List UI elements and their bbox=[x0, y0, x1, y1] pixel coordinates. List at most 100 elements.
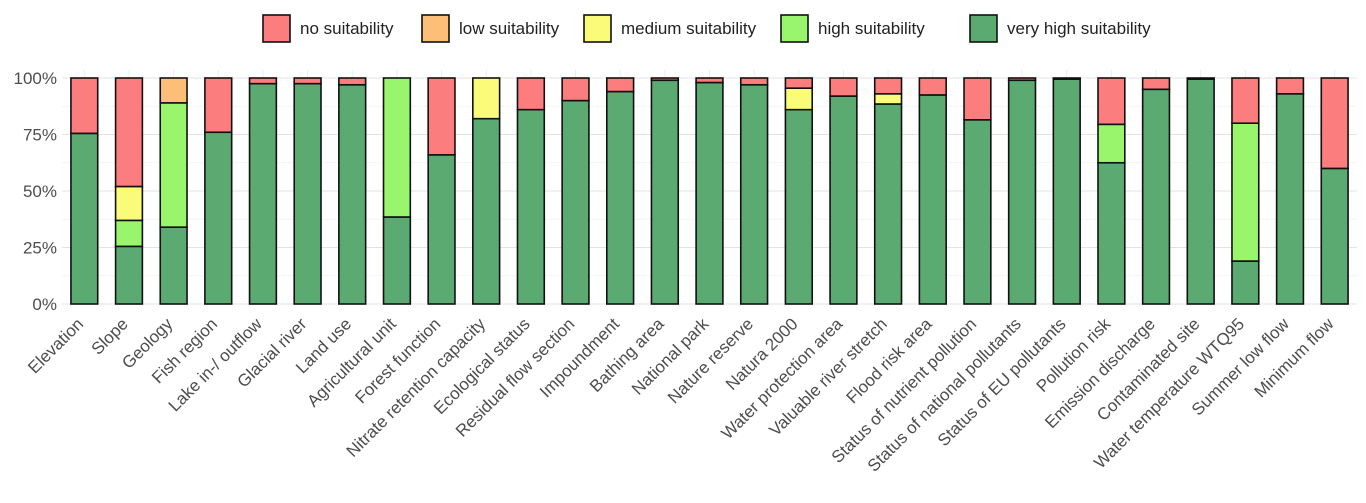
bar-segment-very-high-suitability bbox=[1231, 260, 1260, 305]
legend-item-very-high-suitability: very high suitability bbox=[969, 14, 1151, 43]
bar-segment-very-high-suitability bbox=[1097, 161, 1126, 305]
legend-label: no suitability bbox=[300, 19, 394, 38]
bar-segment-no-suitability bbox=[829, 77, 858, 97]
bar-segment-no-suitability bbox=[427, 77, 456, 156]
legend-label: medium suitability bbox=[621, 19, 757, 38]
bar-segment-no-suitability bbox=[1052, 77, 1081, 80]
bar-segment-no-suitability bbox=[1231, 77, 1260, 125]
bar-segment-very-high-suitability bbox=[293, 82, 322, 305]
bar-segment-no-suitability bbox=[1141, 77, 1171, 91]
bar-segment-medium-suitability bbox=[114, 185, 144, 222]
bar-summer-low-flow bbox=[1275, 77, 1305, 305]
y-tick-label: 75% bbox=[23, 126, 57, 145]
legend-label: very high suitability bbox=[1007, 19, 1151, 38]
bar-flood-risk-area bbox=[918, 77, 947, 305]
bar-segment-no-suitability bbox=[1007, 77, 1037, 82]
bar-agricultural-unit bbox=[382, 77, 412, 305]
bar-bathing-area bbox=[650, 77, 680, 305]
bar-water-temperature-wtq95 bbox=[1231, 77, 1260, 305]
bar-segment-very-high-suitability bbox=[382, 216, 412, 305]
bar-segment-high-suitability bbox=[114, 219, 144, 248]
bar-segment-very-high-suitability bbox=[784, 108, 814, 305]
bar-segment-no-suitability bbox=[605, 77, 635, 93]
bar-segment-medium-suitability bbox=[472, 77, 501, 120]
bar-nature-reserve bbox=[739, 77, 769, 305]
bar-emission-discharge bbox=[1141, 77, 1171, 305]
bar-segment-very-high-suitability bbox=[829, 95, 858, 305]
legend-label: low suitability bbox=[459, 19, 560, 38]
bar-segment-very-high-suitability bbox=[248, 82, 278, 305]
bar-segment-very-high-suitability bbox=[605, 90, 635, 305]
bar-segment-very-high-suitability bbox=[70, 132, 99, 305]
legend-item-medium-suitability: medium suitability bbox=[583, 14, 757, 43]
legend-swatch bbox=[969, 14, 998, 43]
legend-item-high-suitability: high suitability bbox=[780, 14, 925, 43]
bar-segment-very-high-suitability bbox=[427, 154, 456, 305]
y-tick-label: 50% bbox=[23, 182, 57, 201]
legend: no suitability low suitability medium suit… bbox=[262, 14, 1151, 43]
bar-segment-very-high-suitability bbox=[204, 131, 233, 305]
bar-fish-region bbox=[204, 77, 233, 305]
bar-segment-very-high-suitability bbox=[1186, 78, 1215, 305]
bar-segment-very-high-suitability bbox=[739, 83, 769, 305]
bar-segment-no-suitability bbox=[338, 77, 367, 86]
bar-segment-very-high-suitability bbox=[472, 117, 501, 305]
bar-natura-2000 bbox=[784, 77, 814, 305]
legend-label: high suitability bbox=[818, 19, 925, 38]
bar-segment-very-high-suitability bbox=[1007, 79, 1037, 305]
bar-segment-no-suitability bbox=[918, 77, 947, 96]
bar-lake-in-outflow bbox=[248, 77, 278, 305]
bar-minimum-flow bbox=[1320, 77, 1349, 305]
bar-elevation bbox=[70, 77, 99, 305]
bar-segment-very-high-suitability bbox=[516, 108, 546, 305]
bar-land-use bbox=[338, 77, 367, 305]
bar-status-of-eu-pollutants bbox=[1052, 77, 1081, 305]
y-tick-label: 100% bbox=[14, 69, 57, 88]
bar-contaminated-site bbox=[1186, 77, 1215, 305]
legend-swatch bbox=[583, 14, 612, 43]
bar-segment-no-suitability bbox=[561, 77, 590, 102]
bar-segment-very-high-suitability bbox=[873, 103, 903, 305]
y-tick-label: 0% bbox=[32, 295, 57, 314]
legend-swatch bbox=[780, 14, 809, 43]
bar-segment-no-suitability bbox=[70, 77, 99, 135]
bar-segment-high-suitability bbox=[1231, 122, 1260, 262]
bar-status-of-national-pollutants bbox=[1007, 77, 1037, 305]
bar-segment-high-suitability bbox=[159, 102, 188, 228]
y-axis: 0% 25% 50% 75% 100% bbox=[14, 69, 57, 314]
bar-impoundment bbox=[605, 77, 635, 305]
bar-segment-very-high-suitability bbox=[963, 119, 992, 305]
bar-ecological-status bbox=[516, 77, 546, 305]
bar-segment-no-suitability bbox=[1320, 77, 1349, 170]
bar-valuable-river-stretch bbox=[873, 77, 903, 305]
bar-segment-medium-suitability bbox=[784, 87, 814, 111]
bar-national-park bbox=[695, 77, 724, 305]
bar-segment-very-high-suitability bbox=[1275, 93, 1305, 305]
bar-segment-high-suitability bbox=[1097, 123, 1126, 164]
legend-item-low-suitability: low suitability bbox=[421, 14, 560, 43]
bar-segment-no-suitability bbox=[739, 77, 769, 86]
bar-nitrate-retention-capacity bbox=[472, 77, 501, 305]
legend-swatch bbox=[262, 14, 291, 43]
bar-segment-no-suitability bbox=[873, 77, 903, 95]
bar-segment-no-suitability bbox=[248, 77, 278, 85]
bar-segment-no-suitability bbox=[650, 77, 680, 82]
bar-segment-very-high-suitability bbox=[338, 83, 367, 305]
bar-status-of-nutrient-pollution bbox=[963, 77, 992, 305]
legend-item-no-suitability: no suitability bbox=[262, 14, 394, 43]
bar-segment-very-high-suitability bbox=[695, 81, 724, 305]
bar-segment-no-suitability bbox=[695, 77, 724, 84]
legend-swatch bbox=[421, 14, 450, 43]
bar-segment-medium-suitability bbox=[873, 93, 903, 105]
bar-segment-no-suitability bbox=[204, 77, 233, 134]
bar-segment-very-high-suitability bbox=[918, 94, 947, 305]
bar-glacial-river bbox=[293, 77, 322, 305]
bar-water-protection-area bbox=[829, 77, 858, 305]
bar-geology bbox=[159, 77, 188, 305]
y-tick-label: 25% bbox=[23, 239, 57, 258]
bar-segment-no-suitability bbox=[1275, 77, 1305, 95]
bar-segment-no-suitability bbox=[293, 77, 322, 85]
